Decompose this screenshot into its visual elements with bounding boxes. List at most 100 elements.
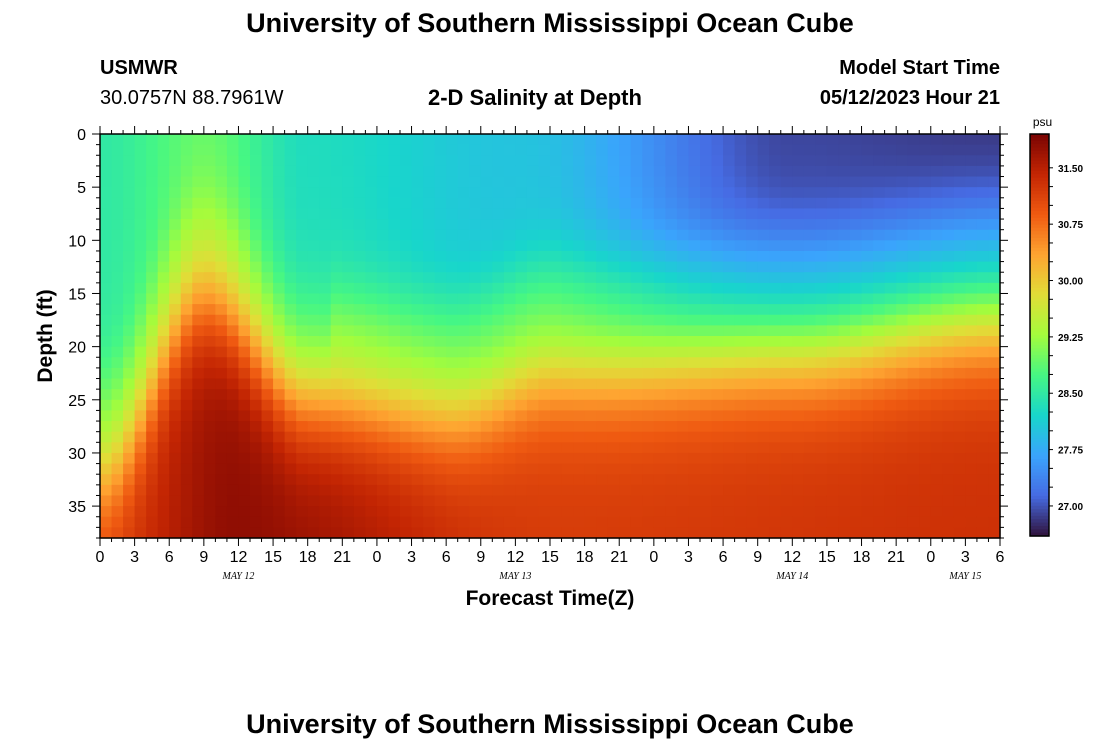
heatmap-cell xyxy=(746,165,759,178)
heatmap-cell xyxy=(850,261,863,273)
colorbar-segment xyxy=(1030,298,1049,303)
heatmap-cell xyxy=(388,484,401,497)
heatmap-cell xyxy=(400,516,413,528)
heatmap-cell xyxy=(411,421,424,433)
heatmap-cell xyxy=(215,516,228,528)
heatmap-cell xyxy=(769,516,782,528)
heatmap-cell xyxy=(111,144,124,156)
heatmap-cell xyxy=(376,155,390,167)
heatmap-cell xyxy=(215,282,228,295)
heatmap-cell xyxy=(723,495,736,507)
heatmap-cell xyxy=(930,229,943,241)
heatmap-cell xyxy=(538,389,551,401)
heatmap-cell xyxy=(965,442,978,454)
heatmap-cell xyxy=(503,474,516,486)
heatmap-cell xyxy=(192,250,205,263)
heatmap-cell xyxy=(976,197,990,210)
heatmap-cell xyxy=(400,250,413,263)
heatmap-cell xyxy=(815,463,828,475)
heatmap-cell xyxy=(526,442,540,454)
heatmap-cell xyxy=(734,240,747,252)
heatmap-cell xyxy=(792,336,805,348)
heatmap-cell xyxy=(550,187,563,199)
heatmap-cell xyxy=(642,176,655,188)
heatmap-cell xyxy=(446,431,459,443)
heatmap-cell xyxy=(111,399,124,412)
heatmap-cell xyxy=(123,134,136,146)
heatmap-cell xyxy=(503,346,516,358)
heatmap-cell xyxy=(953,410,966,422)
heatmap-cell xyxy=(319,506,332,518)
x-axis-label: Forecast Time(Z) xyxy=(466,587,635,610)
heatmap-cell xyxy=(896,197,909,210)
heatmap-cell xyxy=(630,314,643,326)
heatmap-cell xyxy=(630,304,643,316)
heatmap-cell xyxy=(411,314,424,326)
heatmap-cell xyxy=(319,261,332,273)
heatmap-cell xyxy=(353,421,366,433)
heatmap-cell xyxy=(169,250,182,263)
heatmap-cell xyxy=(492,389,505,401)
heatmap-cell xyxy=(284,527,297,539)
heatmap-cell xyxy=(226,463,240,475)
heatmap-cell xyxy=(319,474,332,486)
heatmap-cell xyxy=(250,208,263,220)
colorbar-segment xyxy=(1030,207,1049,212)
heatmap-cell xyxy=(919,442,932,454)
heatmap-cell xyxy=(376,367,390,380)
heatmap-cell xyxy=(111,367,124,380)
heatmap-cell xyxy=(607,272,620,284)
heatmap-cell xyxy=(746,495,759,507)
heatmap-cell xyxy=(896,367,909,380)
heatmap-cell xyxy=(873,367,886,380)
heatmap-cell xyxy=(584,250,597,263)
heatmap-cell xyxy=(469,197,482,210)
heatmap-cell xyxy=(700,389,713,401)
heatmap-cell xyxy=(526,144,540,156)
heatmap-cell xyxy=(803,346,816,358)
heatmap-cell xyxy=(596,346,609,358)
colorbar-segment xyxy=(1030,335,1049,339)
heatmap-cell xyxy=(896,410,909,422)
heatmap-cell xyxy=(665,229,678,241)
heatmap-cell xyxy=(503,389,516,401)
heatmap-cell xyxy=(561,516,574,528)
heatmap-cell xyxy=(226,165,240,178)
heatmap-cell xyxy=(296,367,309,380)
heatmap-cell xyxy=(550,474,563,486)
heatmap-cell xyxy=(526,336,540,348)
heatmap-cell xyxy=(123,272,136,284)
heatmap-cell xyxy=(319,250,332,263)
heatmap-cell xyxy=(250,367,263,380)
heatmap-cell xyxy=(203,357,216,369)
heatmap-cells xyxy=(100,134,1001,539)
heatmap-cell xyxy=(457,187,470,199)
heatmap-cell xyxy=(919,463,932,475)
heatmap-cell xyxy=(953,484,966,497)
heatmap-cell xyxy=(319,282,332,295)
heatmap-cell xyxy=(930,165,943,178)
heatmap-cell xyxy=(203,399,216,412)
heatmap-cell xyxy=(826,240,840,252)
heatmap-cell xyxy=(457,389,470,401)
heatmap-cell xyxy=(284,452,297,465)
heatmap-cell xyxy=(100,282,113,295)
heatmap-cell xyxy=(123,346,136,358)
heatmap-cell xyxy=(434,516,447,528)
heatmap-cell xyxy=(503,506,516,518)
heatmap-cell xyxy=(619,272,632,284)
heatmap-cell xyxy=(861,197,874,210)
heatmap-cell xyxy=(273,314,286,326)
heatmap-cell xyxy=(538,516,551,528)
heatmap-cell xyxy=(653,176,666,188)
heatmap-cell xyxy=(769,325,782,337)
heatmap-cell xyxy=(769,282,782,295)
heatmap-cell xyxy=(123,506,136,518)
heatmap-cell xyxy=(319,346,332,358)
heatmap-cell xyxy=(988,357,1001,369)
heatmap-cell xyxy=(803,399,816,412)
heatmap-cell xyxy=(665,155,678,167)
heatmap-cell xyxy=(561,484,574,497)
heatmap-cell xyxy=(134,336,147,348)
colorbar-segment xyxy=(1030,157,1049,162)
